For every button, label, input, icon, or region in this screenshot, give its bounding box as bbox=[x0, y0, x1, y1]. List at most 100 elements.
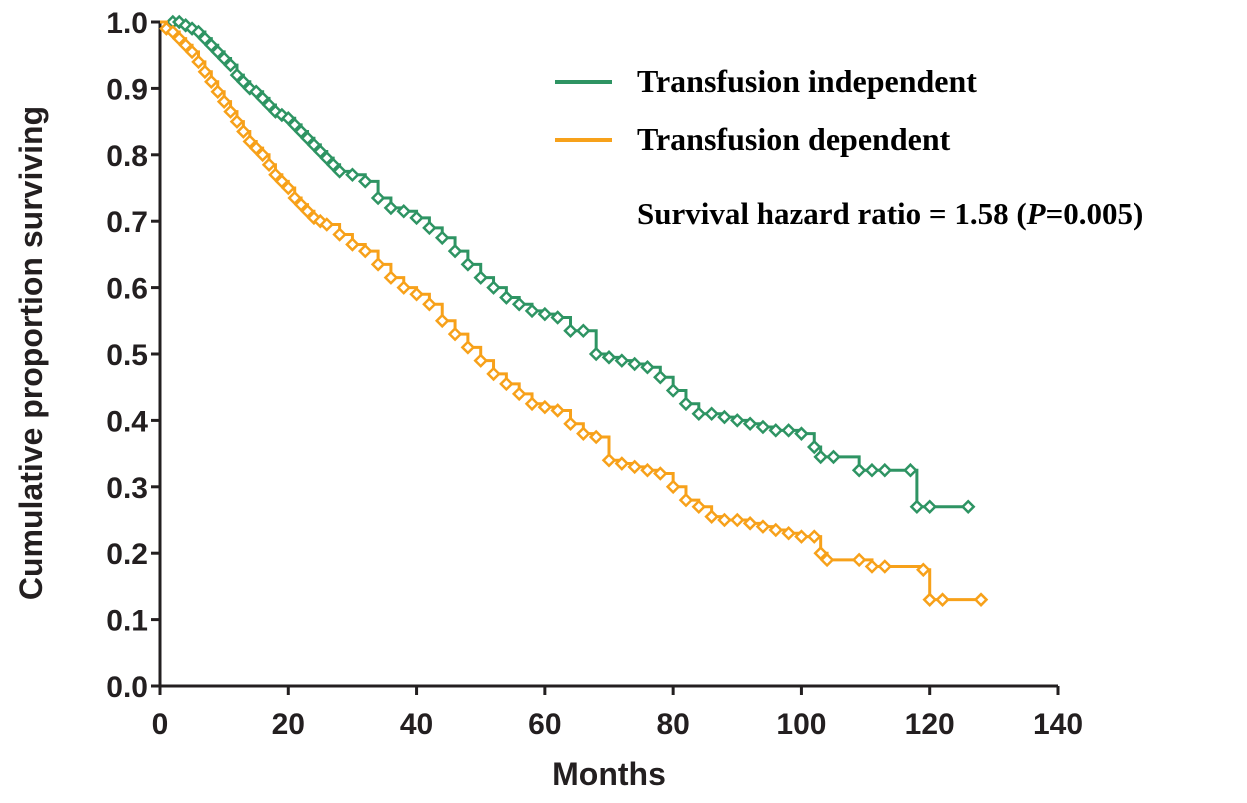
x-tick-label: 80 bbox=[656, 708, 689, 741]
y-axis-title: Cumulative proportion surviving bbox=[13, 106, 49, 600]
censor-marker bbox=[460, 257, 476, 272]
series-layer bbox=[159, 14, 989, 607]
censor-marker bbox=[287, 117, 302, 133]
censor-marker bbox=[204, 37, 219, 53]
censor-marker bbox=[794, 529, 809, 544]
censor-marker bbox=[813, 545, 828, 561]
censor-marker bbox=[576, 426, 591, 441]
censor-marker bbox=[550, 310, 565, 325]
censor-marker bbox=[255, 91, 270, 106]
censor-marker bbox=[806, 439, 822, 455]
censor-marker bbox=[184, 44, 200, 60]
censor-marker bbox=[588, 346, 604, 362]
censor-marker bbox=[537, 399, 553, 415]
censor-marker bbox=[242, 134, 258, 149]
censor-marker bbox=[665, 383, 681, 398]
censor-marker bbox=[864, 462, 880, 478]
censor-marker bbox=[236, 124, 251, 139]
censor-marker bbox=[653, 369, 668, 385]
censor-marker bbox=[903, 462, 918, 478]
censor-marker bbox=[909, 499, 925, 514]
censor-marker bbox=[742, 416, 758, 431]
censor-marker bbox=[357, 243, 373, 259]
y-tick-label: 1.0 bbox=[106, 7, 148, 40]
censor-marker bbox=[223, 57, 238, 73]
censor-marker bbox=[345, 167, 360, 182]
censor-marker bbox=[537, 306, 553, 322]
censor-marker bbox=[236, 74, 251, 90]
censor-marker bbox=[550, 403, 565, 418]
censor-marker bbox=[447, 326, 463, 342]
x-tick-label: 20 bbox=[272, 708, 305, 741]
censor-marker bbox=[171, 31, 187, 46]
censor-marker bbox=[229, 114, 245, 129]
censor-marker bbox=[614, 456, 630, 471]
censor-marker bbox=[877, 559, 893, 574]
censor-marker bbox=[332, 164, 347, 179]
censor-marker bbox=[627, 356, 642, 372]
censor-marker bbox=[165, 24, 181, 40]
censor-marker bbox=[473, 353, 488, 368]
censor-marker bbox=[524, 303, 540, 319]
x-tick-label: 140 bbox=[1033, 708, 1083, 741]
censor-marker bbox=[781, 423, 796, 438]
censor-marker bbox=[281, 111, 296, 126]
y-tick-label: 0.8 bbox=[106, 140, 148, 173]
x-tick-label: 120 bbox=[905, 708, 955, 741]
censor-marker bbox=[864, 559, 880, 574]
censor-marker bbox=[204, 74, 219, 90]
censor-marker bbox=[916, 562, 931, 578]
x-tick-label: 60 bbox=[528, 708, 561, 741]
legend-label-independent: Transfusion independent bbox=[637, 63, 977, 99]
censor-marker bbox=[755, 519, 771, 534]
censor-marker bbox=[396, 203, 412, 219]
hazard-ratio-annotation: Survival hazard ratio = 1.58 (P=0.005) bbox=[637, 196, 1143, 231]
censor-marker bbox=[261, 97, 277, 113]
censor-marker bbox=[499, 376, 514, 392]
censor-marker bbox=[511, 386, 527, 402]
censor-marker bbox=[293, 124, 309, 139]
censor-marker bbox=[973, 592, 989, 607]
censor-marker bbox=[197, 31, 213, 46]
censor-marker bbox=[300, 203, 315, 219]
y-tick-label: 0.5 bbox=[106, 339, 148, 372]
censor-marker bbox=[255, 147, 270, 163]
censor-marker bbox=[216, 51, 232, 66]
censor-marker bbox=[306, 137, 322, 153]
censor-marker bbox=[730, 512, 745, 528]
censor-marker bbox=[665, 479, 681, 495]
censor-marker bbox=[813, 449, 828, 465]
censor-marker bbox=[268, 167, 283, 182]
censor-marker bbox=[319, 150, 335, 166]
annotation-suffix: =0.005) bbox=[1046, 196, 1144, 231]
censor-marker bbox=[293, 197, 309, 212]
censor-marker bbox=[191, 24, 206, 40]
legend-label-dependent: Transfusion dependent bbox=[637, 121, 951, 157]
censor-marker bbox=[223, 104, 238, 119]
censor-marker bbox=[370, 257, 386, 272]
censor-marker bbox=[216, 94, 232, 109]
censor-marker bbox=[325, 157, 341, 173]
x-tick-label: 100 bbox=[776, 708, 826, 741]
censor-marker bbox=[511, 296, 527, 312]
censor-marker bbox=[704, 509, 719, 524]
censor-marker bbox=[922, 592, 937, 607]
series-transfusion-dependent bbox=[159, 20, 989, 607]
y-tick-label: 0.2 bbox=[106, 538, 148, 571]
censor-marker bbox=[473, 270, 488, 285]
censor-marker bbox=[197, 64, 213, 80]
censor-marker bbox=[178, 37, 193, 53]
censor-marker bbox=[563, 416, 578, 431]
censor-marker bbox=[300, 130, 315, 146]
series-transfusion-independent bbox=[160, 14, 976, 514]
censor-marker bbox=[332, 227, 347, 242]
censor-marker bbox=[601, 350, 617, 365]
censor-marker bbox=[409, 286, 424, 302]
censor-marker bbox=[319, 217, 335, 232]
censor-marker bbox=[851, 552, 867, 568]
censor-marker bbox=[370, 190, 386, 206]
censor-marker bbox=[614, 353, 630, 368]
censor-marker bbox=[434, 230, 450, 246]
censor-marker bbox=[210, 44, 225, 60]
